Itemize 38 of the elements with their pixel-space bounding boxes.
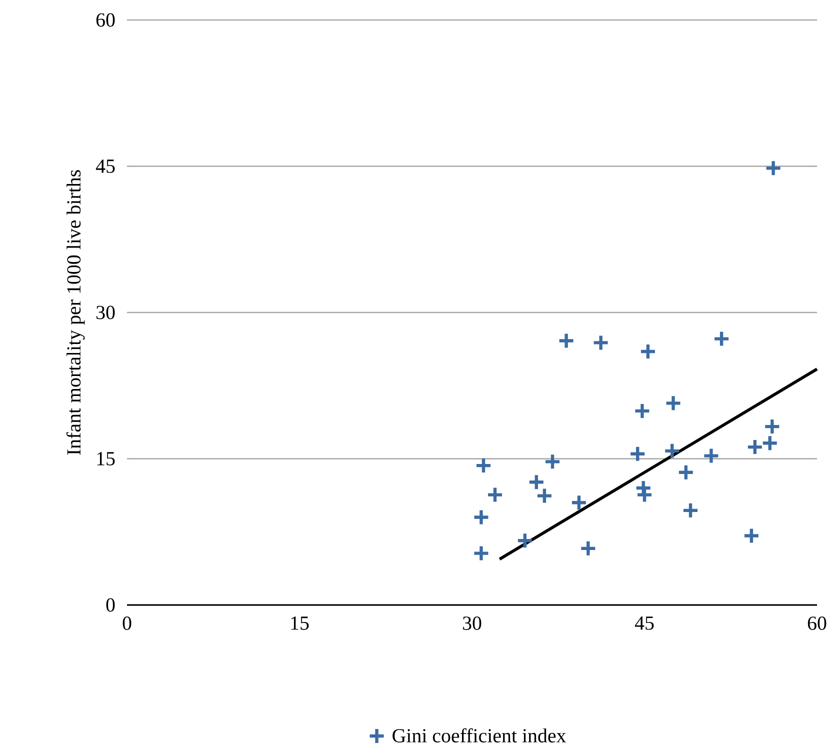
point: [528, 474, 546, 491]
point: [761, 434, 778, 452]
point: [712, 330, 730, 348]
point: [742, 527, 760, 544]
point: [746, 438, 764, 456]
legend-label: Gini coefficient index: [392, 728, 566, 742]
point: [544, 453, 562, 470]
point: [474, 456, 492, 474]
point: [664, 394, 682, 412]
x-tick-label: 45: [634, 616, 654, 630]
y-tick-label: 15: [97, 452, 115, 466]
point: [664, 442, 681, 460]
y-tick-label: 60: [96, 13, 115, 27]
y-axis-title: Infant mortality per 1000 live births: [66, 170, 85, 455]
point: [558, 332, 575, 350]
point: [486, 486, 504, 504]
point: [702, 447, 720, 464]
y-tick-label: 0: [106, 598, 115, 612]
point: [580, 540, 597, 558]
point: [592, 334, 610, 352]
y-tick-label: 45: [96, 160, 115, 173]
point: [472, 544, 490, 562]
point: [764, 160, 782, 177]
y-tick-label: 30: [96, 306, 115, 320]
point: [472, 508, 490, 526]
point: [536, 487, 554, 504]
point: [764, 418, 781, 436]
x-tick-label: 15: [291, 616, 309, 630]
point: [677, 464, 695, 481]
point: [570, 494, 588, 512]
x-tick-label: 30: [463, 616, 482, 630]
point: [682, 502, 700, 520]
point: [516, 532, 534, 550]
point: [634, 402, 651, 420]
point: [629, 445, 646, 462]
x-tick-label: 0: [122, 616, 132, 630]
point: [639, 342, 657, 360]
x-tick-label: 60: [808, 616, 826, 630]
